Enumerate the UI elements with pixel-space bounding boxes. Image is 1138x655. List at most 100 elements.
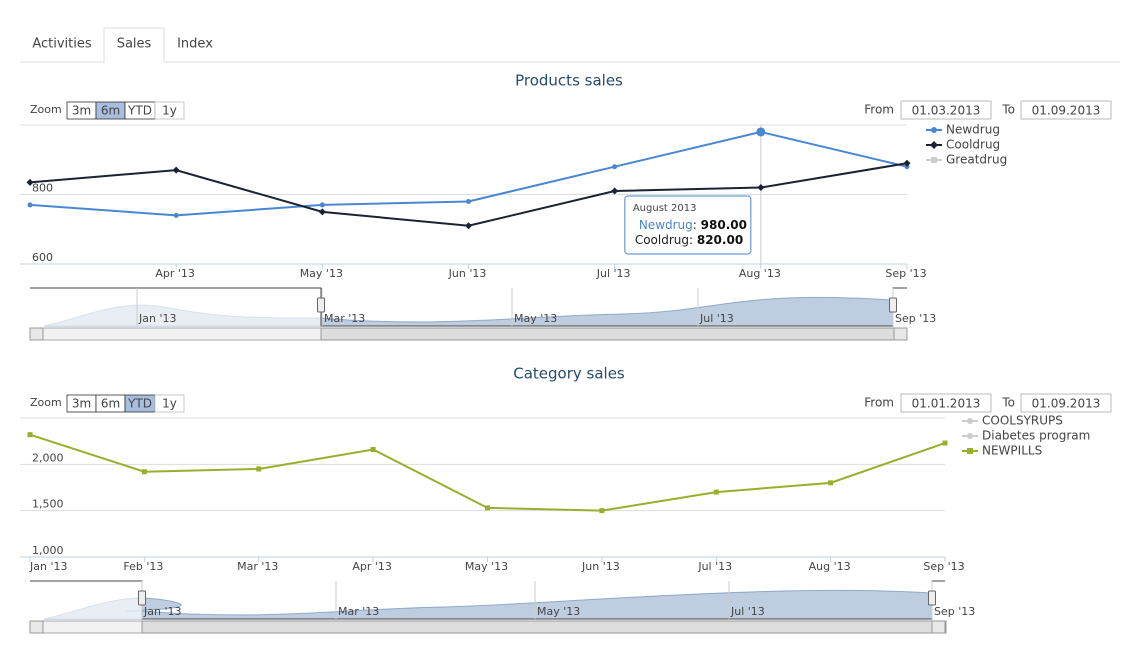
legend-symbol [967, 433, 973, 439]
point [27, 432, 33, 438]
point [612, 164, 618, 170]
x-tick-label: Feb '13 [123, 560, 163, 573]
zoom-button-label[interactable]: YTD [127, 104, 152, 118]
scroll-left[interactable] [29, 620, 44, 634]
x-tick-label: Apr '13 [352, 560, 392, 573]
tab[interactable]: Activities [32, 37, 92, 52]
legend-label[interactable]: Greatdrug [946, 153, 1007, 167]
x-tick-label: Jun '13 [581, 560, 620, 573]
navigator-label: May '13 [514, 312, 557, 325]
x-tick-label: Jan '13 [29, 560, 67, 573]
y-tick-label: 800 [32, 182, 53, 195]
to-value[interactable]: 01.09.2013 [1032, 397, 1101, 411]
y-tick-label: 1,000 [32, 544, 64, 557]
tooltip-value: 980.00 [701, 217, 747, 231]
zoom-button-label[interactable]: YTD [127, 397, 152, 411]
tooltip-name: Cooldrug [635, 232, 689, 246]
zoom-label: Zoom [30, 103, 62, 116]
zoom-button-label[interactable]: 6m [101, 104, 120, 118]
to-label: To [1001, 396, 1015, 410]
zoom-button[interactable] [154, 101, 185, 120]
legend-symbol [931, 127, 937, 133]
to-input[interactable] [1020, 393, 1112, 413]
navigator-outline [30, 580, 945, 620]
navigator-handle[interactable] [928, 590, 936, 606]
point [942, 440, 948, 446]
point [172, 166, 180, 174]
tooltip-title: August 2013 [633, 203, 697, 214]
legend-label[interactable]: Newdrug [946, 123, 1000, 137]
zoom-button-label[interactable]: 6m [101, 397, 120, 411]
zoom-button-label[interactable]: 3m [72, 104, 91, 118]
zoom-button-label[interactable]: 1y [162, 104, 177, 118]
from-input[interactable] [900, 100, 992, 120]
navigator-mask [30, 288, 321, 326]
point [256, 466, 262, 472]
point [903, 159, 911, 167]
navigator-handle[interactable] [317, 297, 325, 313]
point [318, 208, 326, 216]
zoom-button-label[interactable]: 1y [162, 397, 177, 411]
scrollbar-thumb[interactable] [320, 327, 908, 341]
zoom-button-label[interactable]: 3m [72, 397, 91, 411]
point [757, 184, 765, 192]
legend-label[interactable]: Cooldrug [946, 138, 1000, 152]
tooltip-name: Newdrug [639, 217, 693, 231]
legend-label[interactable]: Diabetes program [982, 429, 1090, 443]
point [756, 127, 766, 137]
to-value[interactable]: 01.09.2013 [1032, 104, 1101, 118]
to-label: To [1001, 103, 1015, 117]
navigator-mask [30, 581, 142, 619]
point [713, 489, 719, 495]
from-input[interactable] [900, 393, 992, 413]
scroll-right[interactable] [893, 327, 908, 341]
scroll-left[interactable] [29, 327, 44, 341]
from-label: From [864, 396, 894, 410]
point [370, 447, 376, 453]
tooltip-row: Cooldrug: 820.00 [635, 232, 743, 246]
navigator-handle[interactable] [889, 297, 897, 313]
navigator-label: Sep '13 [895, 312, 936, 325]
x-tick-label: Jun '13 [448, 267, 487, 280]
navigator-label: May '13 [537, 605, 580, 618]
tooltip-row: Newdrug: 980.00 [639, 217, 747, 231]
x-tick-label: May '13 [465, 560, 508, 573]
to-input[interactable] [1020, 100, 1112, 120]
legend-symbol [967, 448, 973, 454]
tab-active [103, 27, 165, 62]
legend-symbol [931, 157, 937, 163]
tooltip-value: 820.00 [697, 232, 743, 246]
point [465, 222, 472, 230]
point [319, 202, 325, 208]
navigator-label: Mar '13 [324, 312, 365, 325]
tab[interactable]: Index [177, 37, 213, 52]
point [173, 212, 179, 218]
point [828, 480, 834, 486]
from-value[interactable]: 01.01.2013 [912, 397, 981, 411]
tab[interactable]: Sales [117, 37, 152, 52]
navigator-area [43, 589, 933, 620]
chart-title: Category sales [513, 365, 625, 383]
legend-symbol [930, 141, 938, 149]
x-tick-label: Aug '13 [809, 560, 851, 573]
point [466, 198, 471, 204]
zoom-button[interactable] [154, 394, 185, 413]
series-line [29, 433, 946, 512]
tooltip-sep: : [689, 232, 697, 246]
from-value[interactable]: 01.03.2013 [912, 104, 981, 118]
navigator-handle[interactable] [138, 590, 146, 606]
navigator-label: Jan '13 [138, 312, 176, 325]
x-tick-label: Mar '13 [237, 560, 278, 573]
tooltip-sep: : [693, 217, 701, 231]
point [485, 505, 490, 511]
from-label: From [864, 103, 894, 117]
x-tick-label: Apr '13 [155, 267, 195, 280]
point [141, 469, 147, 475]
y-tick-label: 2,000 [32, 451, 64, 464]
legend-label[interactable]: COOLSYRUPS [982, 414, 1063, 428]
scrollbar-thumb[interactable] [141, 620, 947, 634]
legend-label[interactable]: NEWPILLS [982, 444, 1042, 458]
scroll-right[interactable] [931, 620, 946, 634]
x-tick-label: Sep '13 [885, 267, 926, 280]
point [611, 187, 619, 195]
